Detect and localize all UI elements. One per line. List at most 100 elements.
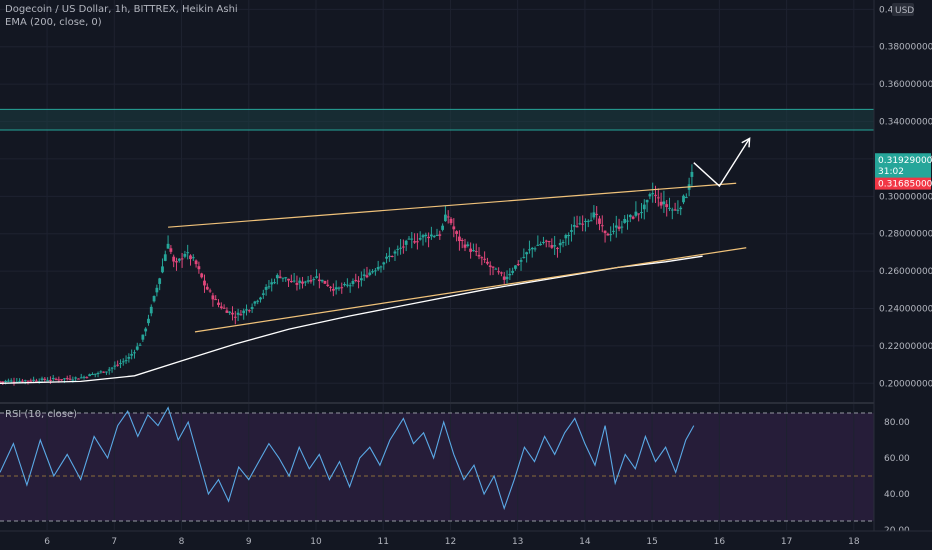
candle-body — [592, 212, 596, 218]
candle-body — [595, 213, 599, 215]
candle-body — [1, 381, 5, 383]
candle-body — [449, 218, 453, 224]
resistance-zone — [0, 109, 874, 130]
candle-body — [175, 261, 178, 263]
candle-body — [119, 363, 122, 365]
candle-body — [401, 246, 405, 248]
candle-body — [105, 371, 108, 373]
candle-body — [516, 264, 520, 266]
ema-legend[interactable]: EMA (200, close, 0) — [5, 17, 102, 28]
candle-body — [362, 274, 366, 276]
candle-body — [149, 306, 153, 314]
candle-body — [177, 258, 181, 261]
candle-body — [463, 244, 467, 248]
candle-body — [404, 240, 408, 245]
candle-body — [452, 226, 456, 230]
candle-body — [399, 247, 402, 249]
candle-body — [525, 252, 529, 255]
candle-body — [60, 379, 64, 381]
candle-body — [43, 378, 47, 380]
candle-body — [144, 328, 148, 332]
candle-body — [337, 287, 341, 289]
candle-body — [614, 225, 618, 228]
candle-body — [365, 275, 369, 278]
candle-body — [186, 252, 190, 254]
candle-body — [387, 255, 391, 257]
candle-body — [662, 201, 666, 205]
candle-body — [259, 297, 262, 300]
candle-body — [281, 277, 285, 279]
candle-body — [553, 245, 557, 247]
candle-body — [93, 373, 97, 375]
rsi-legend[interactable]: RSI (10, close) — [5, 409, 78, 420]
candle-body — [219, 306, 223, 308]
candle-body — [631, 216, 635, 219]
price-axis-background — [874, 0, 932, 550]
time-tick-label: 9 — [246, 537, 252, 547]
price-tick-label: 0.38000000 — [879, 43, 932, 53]
candle-body — [396, 248, 400, 250]
candle-body — [494, 268, 498, 270]
time-tick-label: 8 — [179, 537, 185, 547]
time-tick-label: 14 — [579, 537, 591, 547]
candle-body — [511, 270, 515, 273]
candle-body — [390, 255, 394, 257]
candle-body — [116, 364, 120, 366]
candle-body — [668, 207, 671, 209]
candle-body — [113, 365, 117, 367]
candle-body — [12, 381, 16, 383]
candle-body — [85, 377, 89, 379]
upper-trendline — [168, 182, 737, 228]
candle-body — [236, 312, 240, 315]
candle-body — [606, 233, 610, 236]
candle-body — [130, 354, 134, 356]
candle-body — [233, 316, 237, 318]
candle-body — [600, 225, 604, 227]
candle-body — [334, 287, 338, 290]
candle-body — [214, 299, 218, 301]
candle-body — [427, 236, 430, 239]
candle-body — [46, 380, 50, 382]
candle-body — [329, 286, 332, 288]
candle-body — [665, 204, 669, 208]
candle-body — [18, 380, 22, 382]
candle-body — [379, 266, 383, 268]
candle-body — [197, 266, 201, 270]
candle-body — [561, 241, 565, 244]
rsi-line — [0, 406, 695, 511]
candle-body — [135, 346, 139, 350]
candle-body — [0, 381, 2, 383]
candle-body — [37, 381, 41, 383]
candle-body — [40, 378, 44, 380]
rsi-tick-label: 80.00 — [884, 418, 910, 428]
price-tick-label: 0.28000000 — [879, 230, 932, 240]
last-price-value: 0.31929000 — [878, 156, 932, 166]
candle-body — [637, 213, 641, 215]
candle-body — [107, 369, 111, 371]
candle-body — [303, 281, 307, 283]
candle-body — [676, 209, 680, 211]
candle-body — [508, 273, 512, 276]
candle-body — [376, 266, 380, 270]
candle-body — [9, 380, 13, 382]
lower-trendline — [194, 247, 747, 333]
candle-body — [183, 253, 187, 257]
bar-countdown: 31:02 — [878, 167, 904, 177]
candle-body — [472, 250, 475, 252]
candle-body — [424, 234, 428, 237]
candle-body — [578, 223, 582, 225]
rsi-tick-label: 40.00 — [884, 490, 910, 500]
candle-body — [32, 379, 36, 381]
candle-body — [642, 204, 646, 210]
candle-body — [29, 380, 33, 382]
candle-body — [203, 280, 206, 286]
rsi-tick-label: 60.00 — [884, 454, 910, 464]
candle-body — [438, 234, 442, 236]
candle-body — [575, 226, 579, 228]
candle-body — [469, 248, 473, 252]
symbol-legend[interactable]: Dogecoin / US Dollar, 1h, BITTREX, Heiki… — [5, 4, 238, 15]
candle-body — [68, 378, 72, 380]
price-tick-label: 0.30000000 — [879, 192, 932, 202]
candle-body — [648, 194, 652, 197]
